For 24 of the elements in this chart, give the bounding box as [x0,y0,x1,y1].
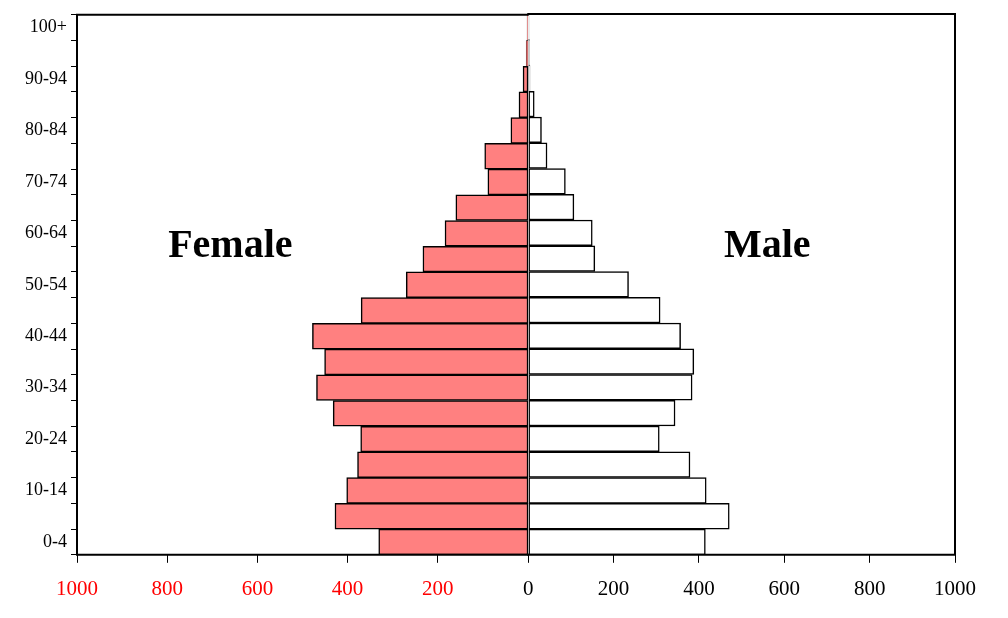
series-label: Female [168,221,293,267]
y-tick-label: 20-24 [25,427,67,448]
x-tick-label: 800 [151,575,183,600]
x-tick-label: 400 [331,575,364,600]
x-tick-label: 200 [422,575,454,600]
y-tick-label: 40-44 [25,324,67,345]
x-tick-label: 400 [682,575,715,600]
y-tick-label: 70-74 [25,170,67,191]
y-tick-label: 30-34 [25,376,67,397]
x-tick-label: 600 [241,575,274,600]
y-tick-label: 50-54 [25,273,67,294]
x-tick-label: 1000 [933,575,976,600]
series-label: Male [723,220,811,266]
y-tick-label: 100+ [29,16,67,37]
y-tick-label: 0-4 [43,530,67,551]
x-tick-label: 0 [522,575,534,600]
y-tick-label: 60-64 [25,222,67,243]
x-tick-label: 200 [597,575,630,600]
y-tick-label: 80-84 [25,119,67,140]
x-tick-label: 1000 [56,575,98,600]
y-tick-label: 90-94 [25,67,67,88]
x-tick-label: 800 [853,575,886,600]
y-tick-label: 10-14 [25,479,67,500]
x-tick-label: 600 [768,575,800,600]
